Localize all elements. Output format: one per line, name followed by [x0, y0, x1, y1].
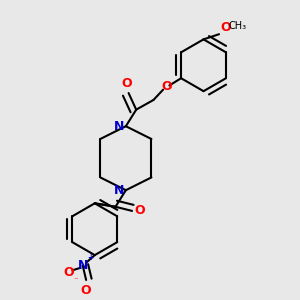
Text: N: N	[77, 259, 88, 272]
Text: CH₃: CH₃	[229, 21, 247, 31]
Text: O: O	[135, 204, 146, 218]
Text: O: O	[64, 266, 74, 279]
Text: O: O	[220, 20, 231, 34]
Text: N: N	[114, 120, 124, 133]
Text: ⁻: ⁻	[73, 276, 78, 285]
Text: O: O	[81, 284, 92, 297]
Text: O: O	[161, 80, 172, 93]
Text: O: O	[122, 77, 132, 90]
Text: +: +	[87, 253, 93, 262]
Text: N: N	[114, 184, 124, 197]
